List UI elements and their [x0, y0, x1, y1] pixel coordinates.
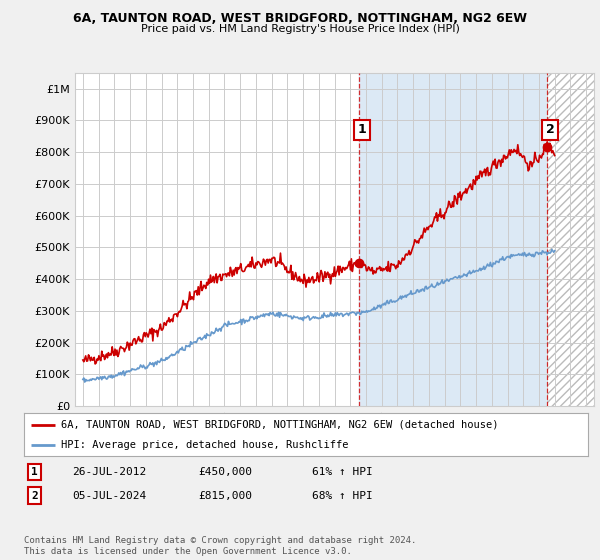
Text: 68% ↑ HPI: 68% ↑ HPI — [312, 491, 373, 501]
Text: 05-JUL-2024: 05-JUL-2024 — [72, 491, 146, 501]
Text: 6A, TAUNTON ROAD, WEST BRIDGFORD, NOTTINGHAM, NG2 6EW (detached house): 6A, TAUNTON ROAD, WEST BRIDGFORD, NOTTIN… — [61, 420, 498, 430]
Bar — [547, 73, 594, 406]
Text: 2: 2 — [31, 491, 38, 501]
Text: Price paid vs. HM Land Registry's House Price Index (HPI): Price paid vs. HM Land Registry's House … — [140, 24, 460, 34]
Text: 1: 1 — [358, 123, 367, 137]
Bar — [359, 73, 547, 406]
Bar — [547, 73, 594, 406]
Text: 6A, TAUNTON ROAD, WEST BRIDGFORD, NOTTINGHAM, NG2 6EW: 6A, TAUNTON ROAD, WEST BRIDGFORD, NOTTIN… — [73, 12, 527, 25]
Text: 2: 2 — [546, 123, 554, 137]
Text: 61% ↑ HPI: 61% ↑ HPI — [312, 467, 373, 477]
Text: £815,000: £815,000 — [198, 491, 252, 501]
Text: 26-JUL-2012: 26-JUL-2012 — [72, 467, 146, 477]
Text: 1: 1 — [31, 467, 38, 477]
Text: HPI: Average price, detached house, Rushcliffe: HPI: Average price, detached house, Rush… — [61, 440, 348, 450]
Text: £450,000: £450,000 — [198, 467, 252, 477]
Text: Contains HM Land Registry data © Crown copyright and database right 2024.
This d: Contains HM Land Registry data © Crown c… — [24, 536, 416, 556]
